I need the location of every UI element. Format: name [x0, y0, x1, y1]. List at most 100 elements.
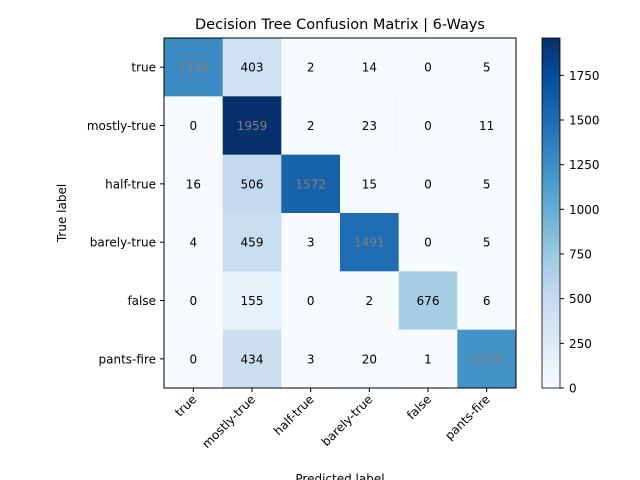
heatmap-cell	[281, 96, 341, 156]
x-tick-label: false	[404, 392, 434, 422]
heatmap-cell	[164, 271, 224, 331]
y-axis-label: True label	[55, 184, 69, 243]
cell-value-label: 15	[362, 177, 377, 191]
cell-value-label: 1572	[295, 177, 326, 191]
heatmap-cell	[457, 154, 517, 214]
cell-value-label: 2	[366, 294, 374, 308]
heatmap-cell	[340, 213, 400, 272]
cell-value-label: 1959	[237, 119, 268, 133]
cell-value-label: 676	[417, 294, 440, 308]
heatmap-cell	[398, 154, 458, 214]
colorbar-tick-label: 0	[569, 382, 577, 396]
heatmap-cell	[398, 329, 458, 389]
cell-value-label: 2	[307, 61, 315, 75]
heatmap-cell	[340, 271, 400, 331]
cell-value-label: 23	[362, 119, 377, 133]
x-tick-label: pants-fire	[442, 392, 493, 443]
heatmap-cell	[340, 154, 400, 214]
cell-value-label: 403	[241, 61, 264, 75]
heatmap-cell	[281, 329, 341, 389]
cell-value-label: 1280	[178, 61, 209, 75]
colorbar-tick-label: 1250	[569, 158, 600, 172]
cell-value-label: 3	[307, 236, 315, 250]
heatmap-cell	[281, 271, 341, 331]
cell-value-label: 506	[241, 177, 264, 191]
cell-value-label: 16	[186, 177, 201, 191]
heatmap-cell	[164, 96, 224, 156]
heatmap-cell	[222, 38, 282, 97]
heatmap-cell	[398, 271, 458, 331]
cell-value-label: 4	[190, 236, 198, 250]
heatmap-cell	[398, 213, 458, 272]
cell-value-label: 11	[479, 119, 494, 133]
cell-value-label: 0	[307, 294, 315, 308]
cell-value-label: 1218	[471, 352, 502, 366]
plot-frame	[163, 37, 517, 389]
heatmap-cell	[222, 329, 282, 389]
cell-value-label: 0	[424, 61, 432, 75]
heatmap-cell	[457, 38, 517, 97]
x-axis-label: Predicted label	[295, 472, 384, 480]
heatmap-cell	[398, 96, 458, 156]
cell-value-label: 6	[483, 294, 491, 308]
heatmap-cell	[340, 96, 400, 156]
y-tick-label: half-true	[105, 177, 156, 191]
cell-value-label: 3	[307, 352, 315, 366]
cell-value-label: 459	[241, 236, 264, 250]
colorbar-tick-label: 1500	[569, 114, 600, 128]
x-tick-label: true	[172, 392, 199, 419]
colorbar-tick-label: 250	[569, 337, 592, 351]
x-axis-ticks: true mostly-true half-true barely-true false…	[172, 388, 493, 451]
heatmap-cell	[457, 329, 517, 389]
heatmap-cell	[340, 329, 400, 389]
x-tick-label: barely-true	[319, 392, 376, 449]
cell-value-label: 2	[307, 119, 315, 133]
heatmap-cell	[222, 96, 282, 156]
heatmap-cell	[222, 271, 282, 331]
colorbar-ticks: 0 250 500 750 1000 1250 1500 1750	[560, 69, 600, 396]
heatmap-cell	[222, 213, 282, 272]
cell-value-label: 0	[424, 177, 432, 191]
x-tick-label: mostly-true	[199, 392, 258, 451]
cell-value-label: 1	[424, 352, 432, 366]
cell-value-label: 0	[190, 352, 198, 366]
y-tick-label: false	[127, 294, 156, 308]
cell-value-label: 0	[424, 119, 432, 133]
cell-value-label: 1491	[354, 236, 385, 250]
cell-value-label: 14	[362, 61, 377, 75]
heatmap-cell	[164, 154, 224, 214]
heatmap-cell	[281, 38, 341, 97]
heatmap-cell	[281, 154, 341, 214]
cell-value-label: 434	[241, 352, 264, 366]
cell-value-label: 0	[190, 294, 198, 308]
y-tick-label: true	[131, 61, 156, 75]
y-tick-label: mostly-true	[87, 119, 156, 133]
cell-value-label: 5	[483, 61, 491, 75]
heatmap-cell	[340, 38, 400, 97]
chart-title: Decision Tree Confusion Matrix | 6-Ways	[195, 17, 485, 33]
colorbar	[541, 37, 561, 389]
cell-value-label: 0	[190, 119, 198, 133]
cell-value-label: 5	[483, 177, 491, 191]
heatmap-cell	[457, 271, 517, 331]
colorbar-tick-label: 1750	[569, 69, 600, 83]
heatmap-cells	[164, 38, 517, 389]
y-axis-ticks: true mostly-true half-true barely-true false…	[87, 61, 164, 366]
cell-value-label: 20	[362, 352, 377, 366]
heatmap-cell	[222, 154, 282, 214]
cell-value-label: 0	[424, 236, 432, 250]
heatmap-cell	[398, 38, 458, 97]
heatmap-cell	[457, 213, 517, 272]
heatmap-cell	[164, 329, 224, 389]
y-tick-label: pants-fire	[99, 352, 156, 366]
y-tick-label: barely-true	[90, 236, 156, 250]
colorbar-tick-label: 1000	[569, 203, 600, 217]
cell-value-label: 155	[241, 294, 264, 308]
heatmap-cell	[457, 96, 517, 156]
x-tick-label: half-true	[271, 392, 317, 438]
colorbar-tick-label: 500	[569, 292, 592, 306]
heatmap-cell	[281, 213, 341, 272]
heatmap-cell	[164, 213, 224, 272]
